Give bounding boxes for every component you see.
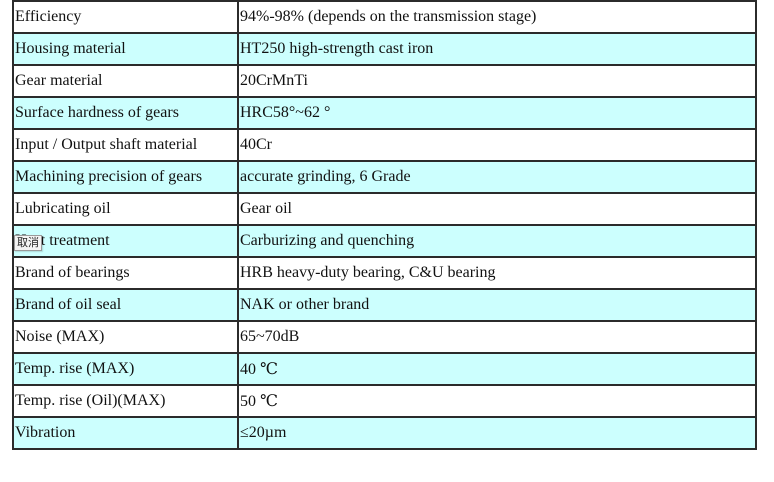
table-row: Noise (MAX) 65~70dB <box>12 320 757 354</box>
row-label: Lubricating oil <box>12 192 239 226</box>
row-label: Housing material <box>12 32 239 66</box>
table-row: Brand of bearings HRB heavy-duty bearing… <box>12 256 757 290</box>
spec-table: Efficiency 94%-98% (depends on the trans… <box>12 0 757 450</box>
row-label: Input / Output shaft material <box>12 128 239 162</box>
row-label: Vibration <box>12 416 239 450</box>
row-label: Surface hardness of gears <box>12 96 239 130</box>
table-row: Housing material HT250 high-strength cas… <box>12 32 757 66</box>
table-row: Gear material 20CrMnTi <box>12 64 757 98</box>
row-value: ≤20µm <box>237 416 757 450</box>
row-value: 40Cr <box>237 128 757 162</box>
table-row: Heat treatment Carburizing and quenching <box>12 224 757 258</box>
row-value: 40 ℃ <box>237 352 757 386</box>
table-row: Surface hardness of gears HRC58°~62 ° <box>12 96 757 130</box>
row-value: HT250 high-strength cast iron <box>237 32 757 66</box>
table-row: Temp. rise (MAX) 40 ℃ <box>12 352 757 386</box>
table-row: Input / Output shaft material 40Cr <box>12 128 757 162</box>
row-label: Efficiency <box>12 0 239 34</box>
cancel-tooltip[interactable]: 取消 <box>14 235 42 251</box>
row-value: 50 ℃ <box>237 384 757 418</box>
row-label: Temp. rise (MAX) <box>12 352 239 386</box>
table-row: Efficiency 94%-98% (depends on the trans… <box>12 0 757 34</box>
table-row: Temp. rise (Oil)(MAX) 50 ℃ <box>12 384 757 418</box>
row-value: NAK or other brand <box>237 288 757 322</box>
row-value: HRB heavy-duty bearing, C&U bearing <box>237 256 757 290</box>
table-row: Machining precision of gears accurate gr… <box>12 160 757 194</box>
table-row: Lubricating oil Gear oil <box>12 192 757 226</box>
row-label: Noise (MAX) <box>12 320 239 354</box>
row-label: Gear material <box>12 64 239 98</box>
row-value: HRC58°~62 ° <box>237 96 757 130</box>
row-label: Temp. rise (Oil)(MAX) <box>12 384 239 418</box>
row-label: Heat treatment <box>12 224 239 258</box>
row-label: Machining precision of gears <box>12 160 239 194</box>
row-value: accurate grinding, 6 Grade <box>237 160 757 194</box>
row-value: Gear oil <box>237 192 757 226</box>
table-row: Vibration ≤20µm <box>12 416 757 450</box>
row-value: 65~70dB <box>237 320 757 354</box>
row-label: Brand of bearings <box>12 256 239 290</box>
row-value: 20CrMnTi <box>237 64 757 98</box>
table-row: Brand of oil seal NAK or other brand <box>12 288 757 322</box>
row-label: Brand of oil seal <box>12 288 239 322</box>
row-value: 94%-98% (depends on the transmission sta… <box>237 0 757 34</box>
row-value: Carburizing and quenching <box>237 224 757 258</box>
